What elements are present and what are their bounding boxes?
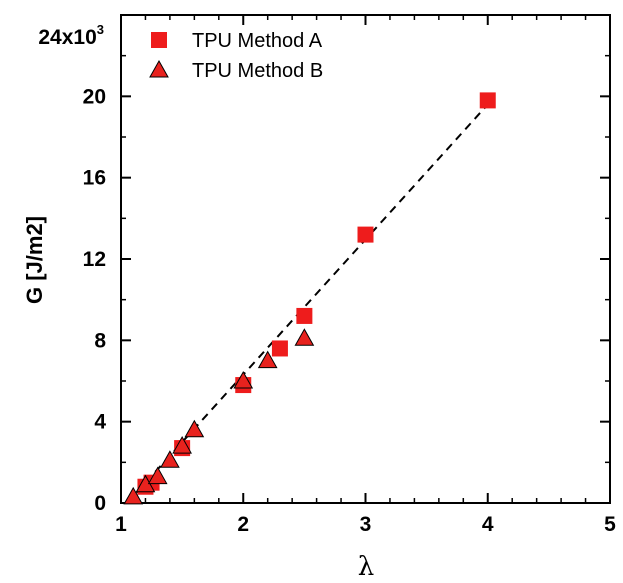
- y-tick-label: 4: [94, 411, 106, 434]
- method-b-point: [160, 450, 180, 468]
- method-a-point: [479, 92, 496, 109]
- y-tick-label: 8: [94, 329, 106, 352]
- legend-marker-square: [151, 32, 167, 48]
- x-tick-label: 5: [604, 513, 616, 536]
- x-tick-label: 4: [482, 513, 494, 536]
- y-tick-label: 12: [83, 248, 106, 271]
- method-b-point: [172, 436, 192, 454]
- legend-label-method-a: TPU Method A: [192, 30, 323, 52]
- y-top-tick-label: 24x103: [38, 22, 104, 49]
- legend-label-method-b: TPU Method B: [192, 60, 323, 82]
- x-tick-label: 2: [237, 513, 249, 536]
- y-tick-label: 0: [94, 492, 106, 515]
- method-b-point: [184, 419, 205, 438]
- x-tick-label: 1: [115, 513, 127, 536]
- method-b-point: [123, 486, 144, 505]
- axis-ticks: [121, 15, 610, 503]
- method-b-point: [294, 328, 315, 346]
- method-a-point: [357, 226, 374, 243]
- method-a-point: [296, 307, 313, 324]
- method-b-point: [147, 466, 168, 485]
- x-axis-title: λ: [358, 552, 374, 582]
- y-axis-title: G [J/m2]: [22, 216, 47, 304]
- x-tick-label: 3: [360, 513, 372, 536]
- legend-marker-triangle: [149, 59, 169, 78]
- y-tick-label: 16: [83, 167, 106, 190]
- data-points: [123, 92, 496, 505]
- y-tick-label: 20: [83, 85, 106, 108]
- method-a-point: [271, 340, 288, 357]
- legend: TPU Method A TPU Method B: [149, 30, 323, 82]
- method-b-point: [257, 350, 278, 369]
- method-b-point: [233, 370, 254, 389]
